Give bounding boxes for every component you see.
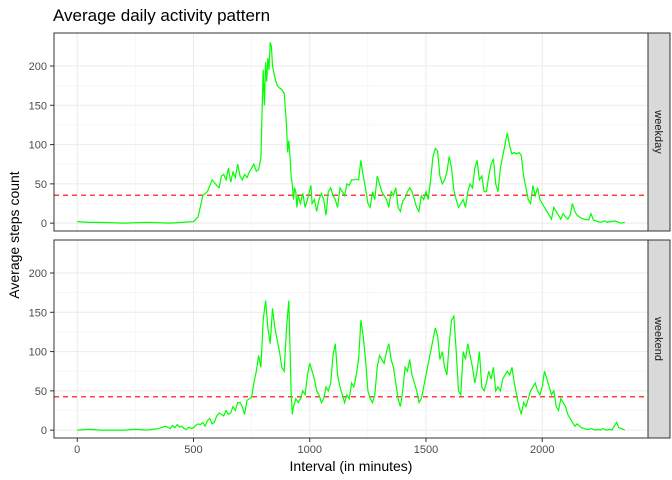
panel-weekday-background — [54, 33, 648, 231]
strip-weekday — [647, 32, 671, 232]
x-tick-label: 500 — [184, 444, 202, 456]
panel-weekday-grid — [54, 33, 648, 231]
y-tick-label: 150 — [29, 100, 47, 112]
strip-weekday-label: weekday — [652, 109, 664, 154]
panel-weekday: weekday 0 50 100 150 200 — [29, 32, 671, 232]
weekend-steps-series — [77, 300, 626, 431]
strip-weekend-label: weekend — [652, 316, 664, 361]
strip-weekend — [647, 239, 671, 439]
y-axis-title: Average steps count — [6, 171, 22, 298]
x-tick-label: 0 — [74, 444, 80, 456]
x-tick-label: 1000 — [297, 444, 321, 456]
x-axis-title: Interval (in minutes) — [290, 458, 413, 474]
y-tick-label: 50 — [35, 179, 47, 191]
y-tick-label: 100 — [29, 347, 47, 359]
chart-title: Average daily activity pattern — [53, 6, 270, 25]
y-tick-label: 0 — [41, 218, 47, 230]
y-tick-label: 150 — [29, 307, 47, 319]
x-axis-ticks: 0 500 1000 1500 2000 — [74, 438, 554, 456]
y-tick-label: 100 — [29, 140, 47, 152]
x-tick-label: 1500 — [414, 444, 438, 456]
panel-weekend-y-ticks: 0 50 100 150 200 — [29, 268, 54, 437]
panel-weekend: weekend 0 50 100 150 200 — [29, 239, 671, 439]
y-tick-label: 50 — [35, 386, 47, 398]
y-tick-label: 0 — [41, 425, 47, 437]
panel-weekday-y-ticks: 0 50 100 150 200 — [29, 61, 54, 230]
panel-weekend-grid — [54, 240, 648, 438]
y-tick-label: 200 — [29, 268, 47, 280]
weekday-steps-series — [77, 42, 625, 224]
y-tick-label: 200 — [29, 61, 47, 73]
x-tick-label: 2000 — [530, 444, 554, 456]
